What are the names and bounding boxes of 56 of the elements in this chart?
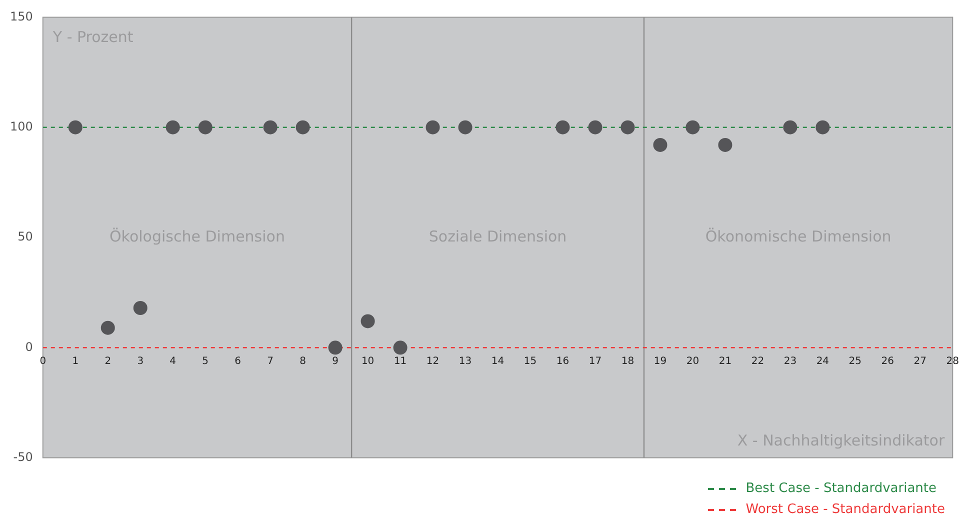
y-tick-label: 150 — [10, 9, 33, 24]
point — [620, 120, 635, 134]
x-tick-label: 14 — [491, 356, 504, 368]
x-tick-label: 3 — [137, 356, 144, 368]
x-tick-label: 8 — [300, 356, 306, 368]
x-tick-label: 5 — [202, 356, 209, 368]
point — [133, 300, 148, 315]
x-tick-label: 13 — [458, 356, 472, 368]
x-tick-label: 28 — [946, 356, 960, 368]
x-tick-label: 23 — [784, 356, 797, 368]
x-tick-label: 26 — [881, 356, 894, 368]
x-tick-label: 10 — [361, 356, 374, 368]
point — [360, 314, 375, 328]
point — [328, 340, 342, 355]
x-tick-label: 22 — [751, 356, 764, 368]
point — [556, 120, 570, 134]
x-tick-label: 21 — [718, 356, 732, 368]
x-tick-label: 20 — [686, 356, 700, 368]
point — [426, 120, 440, 134]
point — [263, 120, 278, 134]
point — [393, 340, 408, 355]
point — [458, 120, 472, 134]
x-tick-label: 9 — [332, 356, 339, 368]
y-tick-label: 100 — [10, 119, 33, 134]
y-tick-label: -50 — [13, 450, 33, 464]
point — [166, 120, 180, 134]
point — [198, 120, 212, 134]
y-tick-label: 0 — [25, 340, 33, 354]
x-tick-label: 16 — [556, 356, 570, 368]
legend-label: Best Case - Standardvariante — [746, 481, 937, 496]
x-tick-label: 15 — [524, 356, 537, 368]
x-tick-label: 1 — [72, 356, 79, 368]
point — [653, 138, 668, 152]
x-tick-label: 4 — [170, 356, 176, 368]
x-tick-label: 17 — [588, 356, 602, 368]
x-tick-label: 0 — [40, 356, 46, 368]
point — [588, 120, 602, 134]
point — [783, 120, 798, 134]
point — [296, 120, 310, 134]
x-tick-label: 25 — [848, 356, 862, 368]
point — [816, 120, 830, 134]
y-tick-label: 50 — [18, 230, 33, 244]
x-tick-label: 27 — [914, 356, 927, 368]
x-tick-label: 11 — [394, 356, 407, 368]
x-tick-label: 7 — [267, 356, 274, 368]
x-tick-label: 2 — [104, 356, 112, 368]
point — [68, 120, 82, 134]
x-tick-label: 6 — [234, 356, 242, 368]
x-tick-label: 12 — [426, 356, 440, 368]
legend-label: Worst Case - Standardvariante — [746, 502, 945, 517]
x-tick-label: 19 — [654, 356, 667, 368]
point — [718, 138, 732, 152]
point — [100, 320, 115, 335]
point — [686, 120, 700, 134]
x-tick-label: 24 — [816, 356, 830, 368]
x-tick-label: 18 — [621, 356, 634, 368]
